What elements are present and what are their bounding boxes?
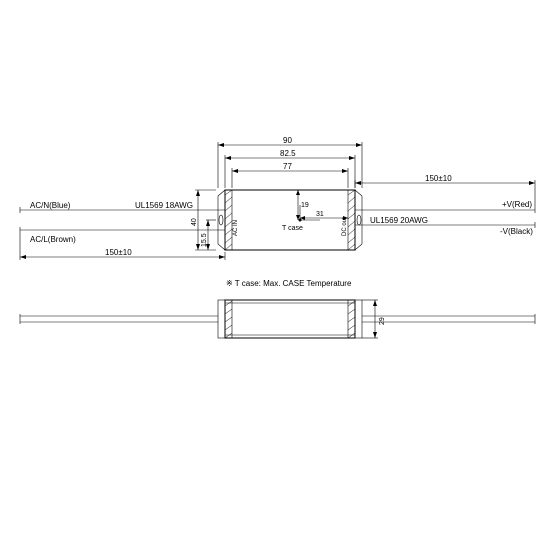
dim-29: 29: [373, 300, 386, 338]
svg-text:77: 77: [283, 162, 292, 171]
dim-90: 90: [218, 136, 362, 147]
tcase-label: T case: [282, 225, 303, 232]
dim-40: 40: [191, 190, 200, 250]
vpos-label: +V(Red): [502, 200, 532, 209]
svg-text:15.5: 15.5: [201, 233, 208, 247]
body-top: [225, 190, 355, 250]
svg-text:82.5: 82.5: [280, 149, 296, 158]
tcase-note: ※ T case: Max. CASE Temperature: [226, 279, 352, 288]
acl-label: AC/L(Brown): [30, 235, 76, 244]
vneg-label: -V(Black): [500, 227, 533, 236]
ac-in-label: AC IN: [233, 220, 239, 236]
svg-text:90: 90: [283, 136, 292, 145]
svg-text:150±10: 150±10: [425, 174, 452, 183]
dim-tcase-h: 31: [300, 211, 348, 220]
svg-text:19: 19: [301, 202, 309, 209]
dim-77: 77: [232, 162, 348, 173]
body-side: [225, 300, 355, 338]
svg-text:29: 29: [379, 317, 386, 325]
svg-text:40: 40: [191, 218, 198, 226]
acn-label: AC/N(Blue): [30, 201, 71, 210]
right-wire-spec: UL1569 20AWG: [370, 216, 428, 225]
hatch-right: [348, 190, 355, 250]
left-wire-spec: UL1569 18AWG: [135, 201, 193, 210]
svg-text:150±10: 150±10: [105, 248, 132, 257]
dc-out-label: DC out: [342, 217, 348, 236]
dim-tcase-v: 19: [296, 190, 309, 220]
svg-text:31: 31: [316, 211, 324, 218]
hatch-left: [225, 190, 232, 250]
dim-15: 15.5: [201, 220, 210, 250]
dim-82: 82.5: [225, 149, 355, 160]
